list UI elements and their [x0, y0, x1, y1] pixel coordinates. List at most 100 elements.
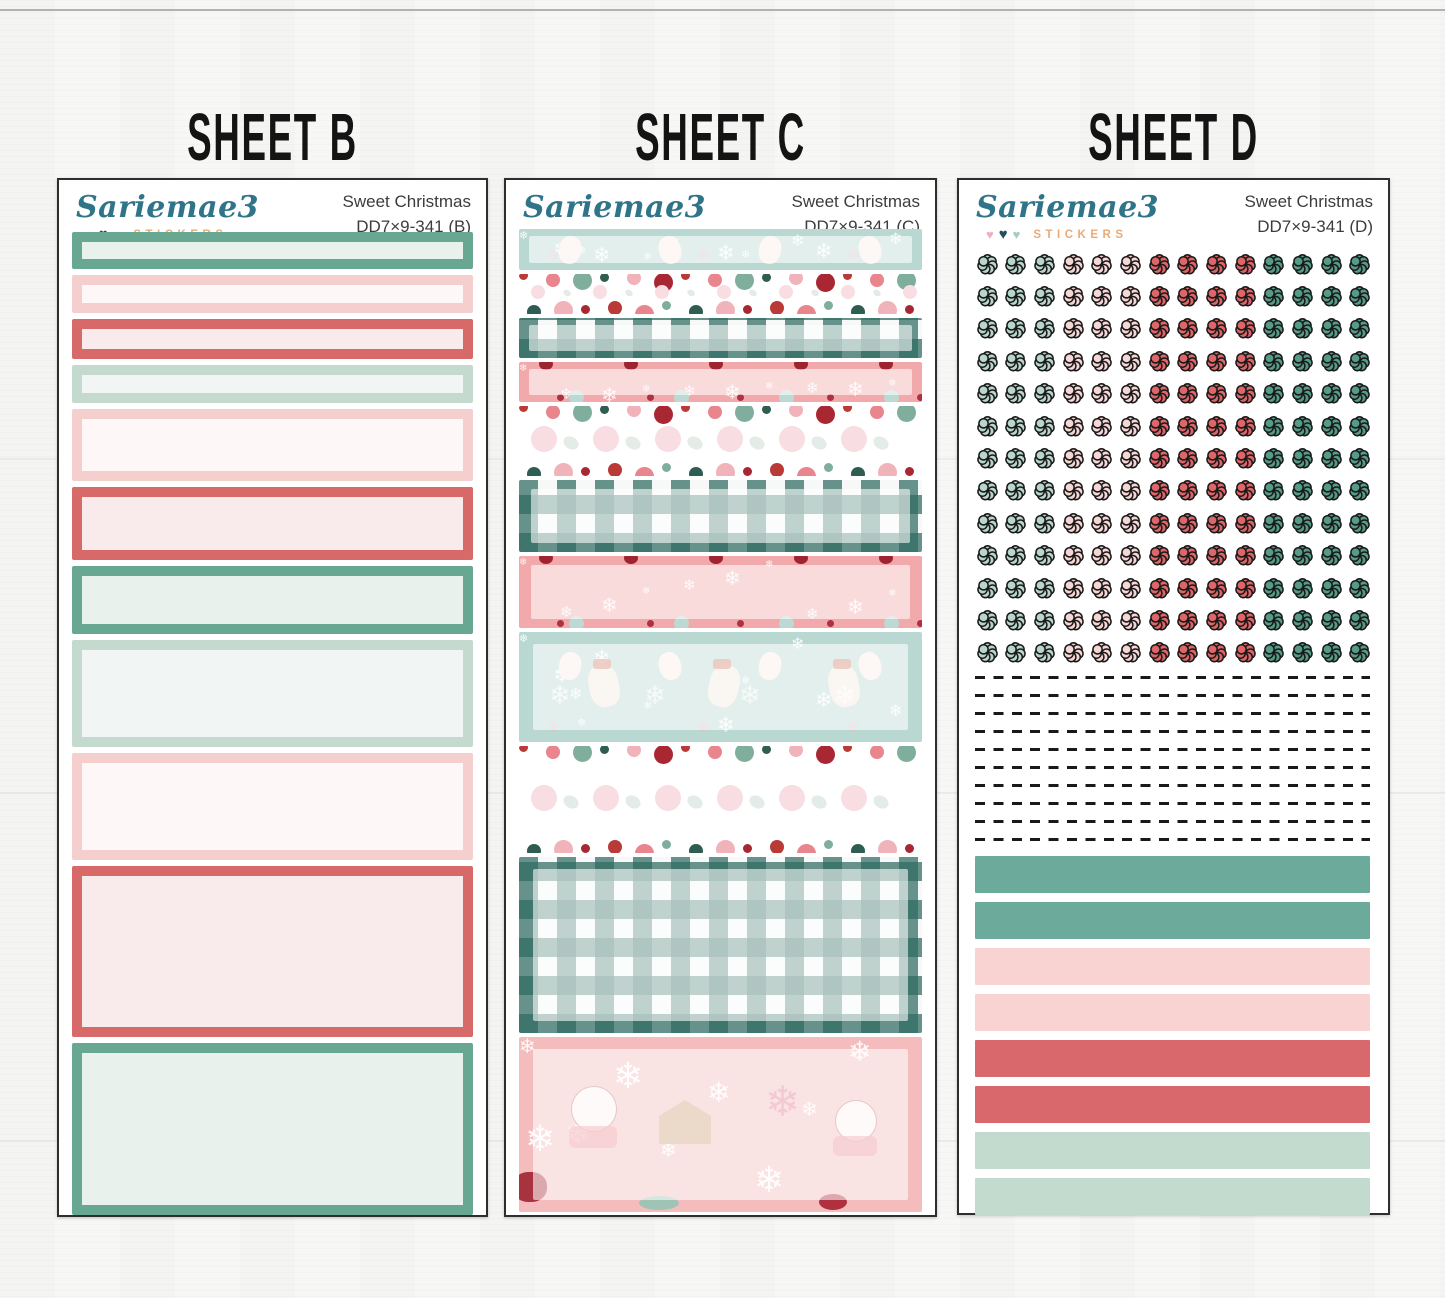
flower-dot-sticker [1320, 577, 1342, 599]
flower-dot-sticker [1005, 415, 1027, 437]
flower-dot-sticker [1234, 448, 1256, 469]
dash-sticker-grid [973, 676, 1374, 841]
flower-dot-sticker [1062, 610, 1084, 631]
flower-dot [716, 840, 735, 853]
flower-dot-sticker [1148, 448, 1170, 469]
flower-dot-sticker [1062, 253, 1084, 275]
flower-dot [797, 467, 816, 476]
flower-dot-sticker [1005, 318, 1027, 339]
flower-dot-sticker [1234, 480, 1256, 501]
flower-dot-sticker [1120, 318, 1141, 339]
pale-rose [717, 426, 743, 452]
snowman-hat [593, 659, 611, 669]
berry-dot [827, 394, 834, 401]
heart-icon: ♥ [1012, 227, 1021, 242]
washi-strip-gingham [519, 857, 922, 1033]
dash-sticker-row [975, 802, 1370, 805]
dash-sticker-row [975, 784, 1370, 787]
flower-dot [708, 746, 722, 759]
sticker-box-teal [72, 232, 473, 269]
flower-dot-sticker [1234, 642, 1256, 663]
flower-dot [735, 274, 754, 290]
flower-dot-sticker [1177, 286, 1199, 307]
flower-dot [816, 406, 835, 424]
flower-dot-sticker [1148, 383, 1170, 404]
flower-dot-sticker [1120, 642, 1141, 663]
flower-dot-sticker [1148, 642, 1170, 663]
flower-dot-sticker [1206, 350, 1227, 372]
flower-dot-sticker [1234, 318, 1256, 339]
berry-dot [917, 394, 922, 401]
flower-dot [905, 305, 914, 314]
flower-dot [870, 274, 884, 287]
flower-dot-sticker [976, 253, 998, 275]
washi-strip-pinkdeco: ❄❄❄❄❄❄❄❄❄❄ [519, 362, 922, 402]
brand-name: Sariemae3 [976, 190, 1160, 225]
pale-leaf [685, 792, 705, 812]
flower-dot-sticker [1292, 480, 1313, 501]
flower-dot-sticker [1292, 448, 1313, 469]
sticker-box-coral [72, 487, 473, 560]
flower-dot-sticker [1263, 253, 1285, 275]
flower-dot-sticker [1263, 480, 1285, 501]
pale-leaf [871, 792, 891, 812]
sticker-box-mint [72, 365, 473, 403]
flower-dot-sticker [1292, 286, 1313, 307]
berry-dot [647, 620, 654, 627]
pale-rose [593, 785, 619, 811]
flower-dot-sticker [1005, 642, 1027, 663]
flower-dot [654, 406, 673, 424]
flower-dot [554, 840, 573, 853]
flower-dot [600, 746, 609, 754]
flower-dot-sticker [1148, 286, 1170, 307]
pale-leaf [685, 433, 705, 453]
flower-dot-sticker [1206, 642, 1227, 663]
solid-strip-sticker [975, 948, 1370, 985]
heart-icon: ♥ [998, 226, 1008, 243]
flower-dot-sticker [1034, 577, 1055, 599]
flower-dot-grid [973, 248, 1374, 669]
snowflake-icon: ❄ [519, 633, 529, 645]
brand-name: Sariemae3 [523, 190, 707, 225]
flower-dot [735, 406, 754, 422]
flower-dot [527, 844, 541, 853]
flower-dot-sticker [1206, 415, 1227, 437]
pale-leaf [623, 433, 643, 453]
brand-name: Sariemae3 [76, 190, 260, 225]
flower-dot-sticker [1034, 448, 1055, 469]
flower-dot-sticker [976, 286, 998, 307]
flower-dot-sticker [976, 610, 998, 631]
sheet-b-title: SHEET B [187, 99, 358, 175]
dash-sticker-row [975, 712, 1370, 715]
pale-rose [655, 426, 681, 452]
flower-dot-sticker [1263, 448, 1285, 469]
collection-name: Sweet Christmas [1244, 192, 1373, 211]
flower-dot-sticker [1349, 448, 1370, 469]
washi-highlight [529, 369, 912, 395]
washi-strip-floral [519, 746, 922, 853]
flower-dot [627, 746, 641, 757]
flower-dot-sticker [1034, 286, 1055, 307]
pale-leaf [747, 433, 767, 453]
flower-dot-sticker [1349, 512, 1370, 534]
flower-dot-sticker [1234, 415, 1256, 437]
berry-dot [737, 620, 744, 627]
flower-dot-sticker [1177, 383, 1199, 404]
flower-dot [824, 463, 833, 472]
flower-dot-sticker [1034, 610, 1055, 631]
snowglobe-base [833, 1136, 877, 1156]
flower-dot-sticker [1034, 415, 1055, 437]
flower-dot [905, 844, 914, 853]
flower-dot [689, 844, 703, 853]
flower-dot-sticker [1005, 253, 1027, 275]
flower-dot-sticker [1320, 383, 1342, 404]
pale-leaf [872, 288, 882, 298]
flower-dot-sticker [1148, 480, 1170, 501]
sheet-d-title: SHEET D [1088, 99, 1259, 175]
brand-logo: Sariemae3 ♥ ♥ ♥ STICKERS [976, 190, 1159, 242]
flower-dot [735, 746, 754, 762]
snowflake-icon: ❄ [549, 680, 571, 710]
sticker-box-pink [72, 753, 473, 860]
dash-sticker-row [975, 694, 1370, 697]
